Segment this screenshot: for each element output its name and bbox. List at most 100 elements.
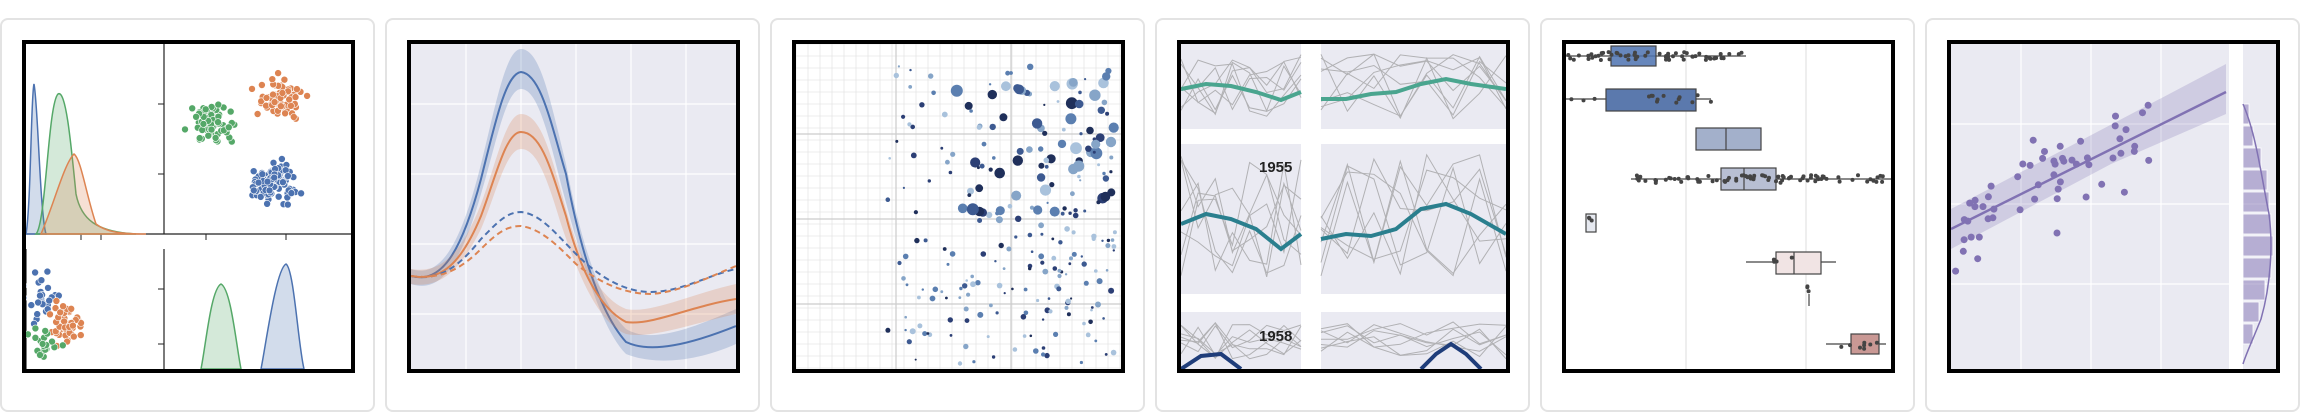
- thumbnail-card-small-multiples[interactable]: 1955 1958: [1155, 18, 1530, 412]
- strip-point: [1858, 345, 1862, 350]
- thumbnail-card-boxplot[interactable]: [1540, 18, 1915, 412]
- bubble-points: [885, 63, 1119, 366]
- histogram-bar: [2242, 279, 2266, 301]
- bubble: [1002, 267, 1006, 270]
- plot-point: [270, 98, 279, 106]
- bubble: [931, 90, 936, 96]
- plot-point: [181, 125, 189, 134]
- plot-point: [31, 324, 40, 333]
- histogram-bar: [2242, 301, 2260, 323]
- strip-point: [1848, 343, 1852, 348]
- bubble: [1101, 239, 1104, 242]
- thumbnail-image-regression[interactable]: [1947, 40, 2280, 373]
- plot-point: [289, 113, 298, 121]
- bubble: [1095, 133, 1105, 142]
- plot-point: [69, 321, 77, 330]
- plot-point: [34, 298, 42, 307]
- bubble: [897, 260, 902, 266]
- plot-point: [201, 105, 210, 114]
- bubble: [972, 360, 976, 364]
- bubble: [949, 251, 956, 257]
- bubble: [964, 101, 973, 110]
- strip-point: [1571, 57, 1576, 62]
- bubble: [1030, 250, 1034, 253]
- bubble: [976, 124, 982, 130]
- plot-point: [281, 109, 289, 118]
- bubble: [1044, 352, 1050, 359]
- bubble: [1049, 182, 1055, 188]
- bubble: [910, 152, 917, 159]
- thumbnail-image-boxplot[interactable]: [1562, 40, 1895, 373]
- bubble: [942, 247, 947, 251]
- regression-point: [2072, 160, 2080, 168]
- strip-point: [1714, 178, 1719, 183]
- background-series-line: [1320, 171, 1506, 277]
- background-series-line: [1181, 322, 1302, 360]
- thumbnail-image-pairgrid[interactable]: [22, 40, 355, 373]
- background-series-line: [1320, 55, 1506, 117]
- bubble: [1065, 113, 1077, 125]
- regression-point: [1960, 236, 1968, 244]
- thumbnail-image-bubble-scatter[interactable]: [792, 40, 1125, 373]
- bubble: [1047, 297, 1051, 300]
- thumbnail-card-lineplot[interactable]: [385, 18, 760, 412]
- strip-point: [1850, 177, 1855, 182]
- bubble: [963, 343, 969, 350]
- bubble: [1046, 201, 1049, 204]
- bubble: [981, 141, 987, 147]
- strip-point: [1679, 179, 1684, 184]
- strip-point: [1586, 53, 1591, 58]
- bubble: [1077, 174, 1081, 179]
- bubble: [1085, 145, 1092, 152]
- strip-point: [1695, 93, 1700, 98]
- plot-point: [31, 268, 39, 277]
- background-series-line: [1320, 324, 1506, 352]
- strip-point: [1813, 179, 1818, 184]
- bubble: [1056, 100, 1060, 103]
- plot-point: [199, 120, 208, 128]
- bubble: [917, 295, 921, 300]
- regression-point: [1987, 182, 1995, 190]
- bubble: [929, 295, 936, 302]
- bubble: [1040, 232, 1044, 236]
- bubble: [975, 280, 981, 286]
- pairgrid-plot: [26, 44, 351, 369]
- strip-point: [1633, 50, 1637, 55]
- plot-point: [258, 81, 266, 89]
- strip-point: [1680, 54, 1685, 59]
- kde-orange: [39, 153, 147, 235]
- bubble: [1079, 360, 1083, 365]
- background-series-line: [1181, 54, 1302, 114]
- thumbnail-image-small-multiples[interactable]: 1955 1958: [1177, 40, 1510, 373]
- bubble: [1027, 63, 1034, 70]
- strip-point: [1664, 54, 1669, 58]
- bubble: [1066, 312, 1071, 317]
- strip-point: [1638, 174, 1643, 179]
- plot-point: [269, 90, 277, 99]
- bubble: [1101, 99, 1108, 106]
- bubble: [1058, 240, 1063, 245]
- bubble: [1053, 331, 1059, 337]
- bubble: [1091, 233, 1097, 239]
- strip-point: [1839, 344, 1844, 349]
- plot-point: [192, 113, 200, 121]
- strip-point: [1708, 56, 1713, 61]
- bubble: [969, 109, 973, 113]
- thumbnail-image-lineplot[interactable]: [407, 40, 740, 373]
- bubble: [980, 251, 987, 257]
- thumbnail-card-pairgrid[interactable]: [0, 18, 375, 412]
- bubble: [906, 339, 912, 345]
- plot-point: [31, 333, 40, 342]
- regression-point: [2014, 173, 2022, 181]
- thumbnail-card-regression[interactable]: [1925, 18, 2300, 412]
- regression-point: [2112, 112, 2119, 120]
- strip-point: [1778, 180, 1783, 185]
- plot-point: [37, 276, 46, 284]
- plot-point: [214, 100, 223, 109]
- strip-point: [1655, 97, 1660, 102]
- background-series-line: [1181, 61, 1302, 116]
- strip-point: [1626, 53, 1631, 58]
- thumbnail-card-bubble-scatter[interactable]: [770, 18, 1145, 412]
- bubble: [1038, 253, 1045, 260]
- bubble: [949, 334, 953, 337]
